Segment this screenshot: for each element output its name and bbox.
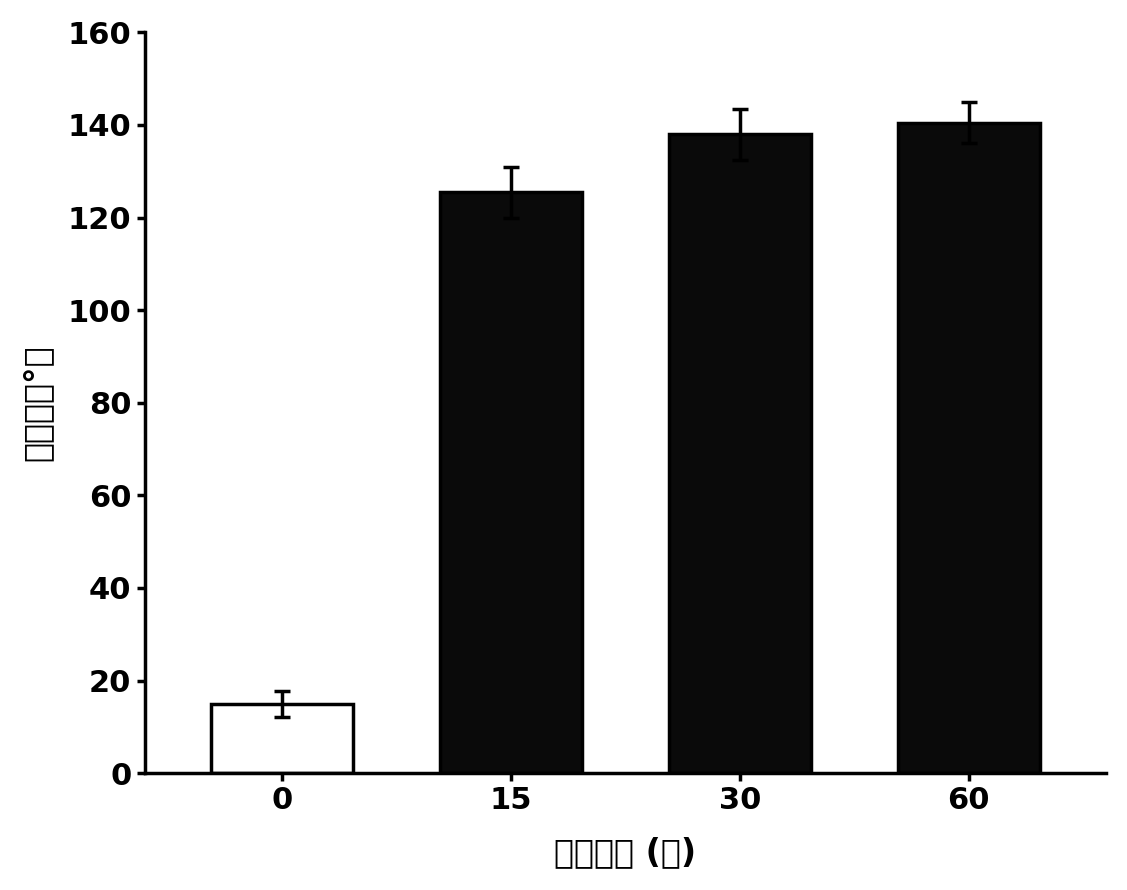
X-axis label: 处时间理 (秒): 处时间理 (秒) <box>554 837 696 870</box>
Bar <box>669 134 810 773</box>
Bar <box>898 123 1040 773</box>
Bar <box>440 192 582 773</box>
Bar <box>211 704 353 773</box>
Y-axis label: 接触角（°）: 接触角（°） <box>20 344 54 461</box>
